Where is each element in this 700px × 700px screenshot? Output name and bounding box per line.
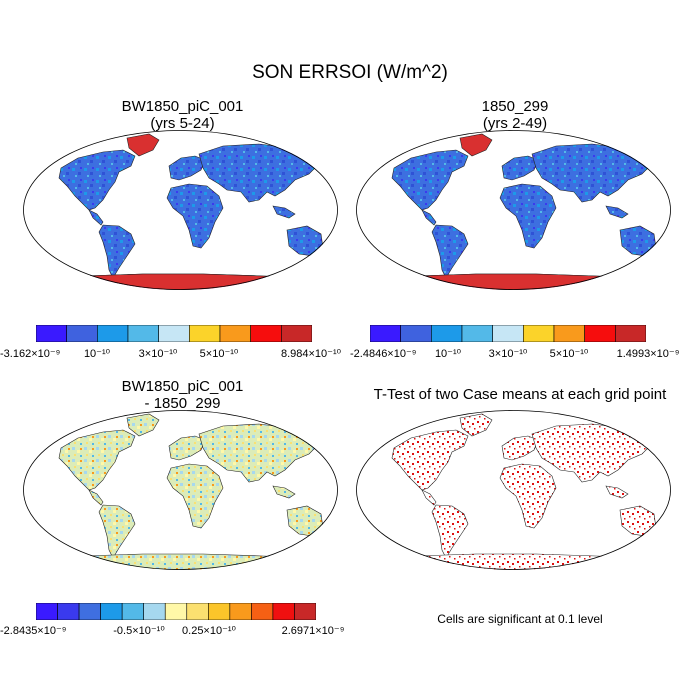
- panel-title-line2: (yrs 2-49): [482, 115, 548, 132]
- colorbar-bin: [229, 603, 252, 620]
- colorbar-bin: [461, 325, 493, 342]
- colorbar-bin: [492, 325, 524, 342]
- map-case2: [356, 130, 671, 290]
- cb2-label-0: -2.4846×10⁻⁹: [350, 348, 417, 360]
- colorbar-bin: [66, 325, 98, 342]
- colorbar-bin: [186, 603, 209, 620]
- colorbar-bin: [36, 325, 67, 342]
- cb3-label-0: -2.8435×10⁻⁹: [0, 625, 67, 637]
- panel-title-line1: BW1850_piC_001: [121, 378, 244, 395]
- panel-title-line1: BW1850_piC_001: [121, 98, 244, 115]
- colorbar-bin: [164, 603, 188, 620]
- panel-title-ttest: T-Test of two Case means at each grid po…: [355, 386, 685, 403]
- colorbar-bin: [127, 325, 159, 342]
- main-title: SON ERRSOI (W/m^2): [252, 62, 448, 83]
- cb1-label-0: -3.162×10⁻⁹: [0, 348, 61, 360]
- colorbar-bin: [100, 603, 123, 620]
- panel-title-line2: (yrs 5-24): [150, 115, 215, 132]
- cb1-label-1: 10⁻¹⁰: [83, 348, 111, 360]
- colorbar-bin: [294, 603, 316, 620]
- cb2-label-1: 10⁻¹⁰: [434, 348, 462, 360]
- cb1-label-3: 5×10⁻¹⁰: [199, 348, 239, 360]
- colorbar-bin: [121, 603, 144, 620]
- colorbar-bin: [523, 325, 555, 342]
- colorbar-bin: [431, 325, 463, 342]
- map-case1: [23, 130, 338, 290]
- colorbar-bin: [36, 603, 58, 620]
- colorbar-bin: [189, 325, 221, 342]
- cb2-label-2: 3×10⁻¹⁰: [488, 348, 528, 360]
- colorbar-bin: [219, 325, 251, 342]
- colorbar-case2: [370, 325, 646, 342]
- colorbar-bin: [251, 603, 274, 620]
- colorbar-bin: [78, 603, 101, 620]
- colorbar-bin: [370, 325, 401, 342]
- cb1-label-2: 3×10⁻¹⁰: [138, 348, 178, 360]
- cb1-label-4: 8.984×10⁻¹⁰: [280, 348, 342, 360]
- panel-title-line1: T-Test of two Case means at each grid po…: [373, 386, 667, 403]
- colorbar-case1: [36, 325, 312, 342]
- cb3-label-3: 2.6971×10⁻⁹: [281, 625, 345, 637]
- colorbar-bin: [143, 603, 166, 620]
- colorbar-bin: [281, 325, 312, 342]
- colorbar-bin: [584, 325, 616, 342]
- colorbar-diff: [36, 603, 316, 620]
- colorbar-bin: [97, 325, 129, 342]
- colorbar-bin: [158, 325, 190, 342]
- cb2-label-4: 1.4993×10⁻⁹: [616, 348, 680, 360]
- cb2-label-3: 5×10⁻¹⁰: [549, 348, 589, 360]
- panel-title-case2: 1850_299 (yrs 2-49): [355, 98, 675, 132]
- colorbar-bin: [57, 603, 80, 620]
- panel-title-diff: BW1850_piC_001 - 1850_299: [20, 378, 345, 412]
- panel-title-case1: BW1850_piC_001 (yrs 5-24): [20, 98, 345, 132]
- colorbar-bin: [272, 603, 295, 620]
- colorbar-bin: [400, 325, 432, 342]
- cb3-label-1: -0.5×10⁻¹⁰: [113, 625, 165, 637]
- colorbar-bin: [553, 325, 585, 342]
- panel-title-line2: - 1850_299: [144, 395, 221, 412]
- map-ttest: [356, 410, 671, 570]
- colorbar-bin: [615, 325, 646, 342]
- map-diff: [23, 410, 338, 570]
- panel-title-line1: 1850_299: [481, 98, 549, 115]
- significance-note: Cells are significant at 0.1 level: [437, 612, 603, 626]
- cb3-label-2: 0.25×10⁻¹⁰: [182, 625, 236, 637]
- colorbar-bin: [250, 325, 282, 342]
- colorbar-bin: [208, 603, 231, 620]
